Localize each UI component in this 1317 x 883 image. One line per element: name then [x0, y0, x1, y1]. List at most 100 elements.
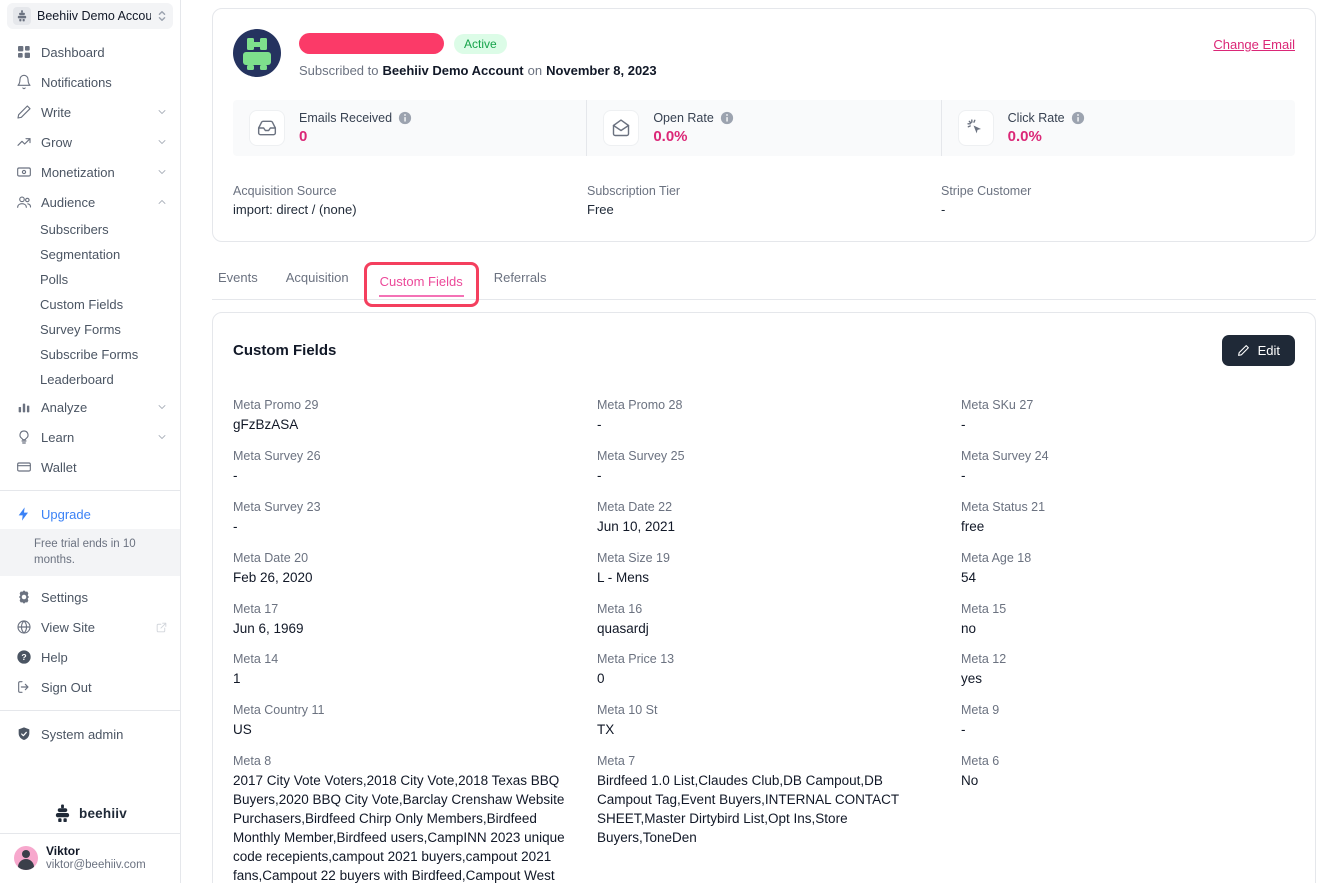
banknote-icon	[17, 167, 31, 177]
sidebar-item-learn[interactable]: Learn	[0, 422, 180, 452]
pencil-icon	[17, 105, 31, 119]
change-email-link[interactable]: Change Email	[1213, 37, 1295, 52]
subscriber-avatar	[233, 29, 281, 77]
divider	[0, 710, 180, 712]
sidebar-item-upgrade[interactable]: Upgrade	[0, 499, 180, 529]
stats-band: Emails Received 0	[233, 100, 1295, 156]
sidebar-item-view-site[interactable]: View Site	[0, 612, 180, 642]
account-switcher[interactable]: Beehiiv Demo Account	[7, 3, 173, 29]
custom-fields-grid: Meta Promo 29 gFzBzASA Meta Promo 28- Met…	[233, 398, 1295, 883]
sidebar-item-label: Monetization	[41, 164, 115, 180]
field-meta-9: Meta 9-	[961, 703, 1000, 738]
main-content: Active Subscribed to Beehiiv Demo Accoun…	[181, 0, 1317, 883]
annotation-highlight-box: Custom Fields	[363, 262, 479, 307]
sidebar-item-analyze[interactable]: Analyze	[0, 392, 180, 422]
chevron-up-icon	[156, 196, 168, 208]
sidebar-item-audience[interactable]: Audience	[0, 187, 180, 217]
status-badge: Active	[454, 33, 507, 54]
sidebar-item-segmentation[interactable]: Segmentation	[40, 247, 121, 262]
user-name: Viktor	[46, 844, 80, 858]
svg-text:?: ?	[21, 652, 26, 662]
sidebar-item-settings[interactable]: Settings	[0, 582, 180, 612]
sidebar-item-label: Audience	[41, 194, 96, 210]
beehive-icon	[13, 7, 31, 25]
field-meta-17: Meta 17 Jun 6, 1969	[233, 601, 304, 636]
field-meta-survey-24: Meta Survey 24-	[961, 448, 1049, 483]
globe-icon	[17, 620, 31, 634]
stat-label: Click Rate	[1007, 111, 1065, 125]
tab-acquisition[interactable]: Acquisition	[285, 270, 349, 285]
info-icon[interactable]	[720, 111, 734, 125]
field-meta-age-18: Meta Age 18 54	[961, 550, 1032, 585]
field-meta-promo-29: Meta Promo 29 gFzBzASA	[233, 398, 319, 432]
sidebar-item-grow[interactable]: Grow	[0, 127, 180, 157]
detail-subscription-tier: Subscription Tier Free	[587, 184, 941, 217]
tab-custom-fields[interactable]: Custom Fields	[379, 274, 463, 289]
lightning-icon	[18, 507, 28, 521]
sidebar-item-monetization[interactable]: Monetization	[0, 157, 180, 187]
field-meta-10-st: Meta 10 St TX	[597, 703, 658, 738]
sidebar-item-survey-forms[interactable]: Survey Forms	[40, 322, 121, 337]
subscribed-prefix: Subscribed to	[299, 63, 379, 78]
divider	[0, 490, 180, 491]
field-meta-12: Meta 12 yes	[961, 652, 1007, 687]
detail-stripe-customer: Stripe Customer -	[941, 184, 1295, 217]
sidebar-item-label: Notifications	[41, 74, 112, 90]
redacted-email	[299, 33, 444, 54]
tab-referrals[interactable]: Referrals	[493, 270, 547, 285]
sidebar-item-custom-fields[interactable]: Custom Fields	[40, 297, 124, 312]
field-meta-6: Meta 6 No	[961, 754, 1000, 789]
beehive-icon	[55, 804, 70, 823]
user-menu[interactable]: Viktor viktor@beehiiv.com	[0, 833, 180, 883]
sign-out-icon	[18, 681, 29, 693]
sidebar-item-system-admin[interactable]: System admin	[0, 719, 180, 749]
subscribed-date: November 8, 2023	[546, 63, 657, 78]
sidebar-item-label: View Site	[41, 619, 95, 635]
sidebar-item-help[interactable]: ? Help	[0, 642, 180, 672]
tab-events[interactable]: Events	[218, 270, 258, 285]
custom-fields-card: Custom Fields Edit Meta Promo 29 gFzBzASA…	[212, 312, 1316, 883]
chevron-down-icon	[156, 166, 168, 178]
chevron-down-icon	[156, 136, 168, 148]
sidebar-item-notifications[interactable]: Notifications	[0, 67, 180, 97]
account-switcher-label: Beehiiv Demo Account	[37, 9, 151, 23]
sidebar-item-label: Dashboard	[41, 44, 105, 60]
custom-fields-title: Custom Fields	[233, 342, 337, 359]
subscribed-connector: on	[527, 63, 543, 78]
edit-button[interactable]: Edit	[1221, 335, 1295, 366]
field-meta-7: Meta 7 Birdfeed 1.0 List,Claudes Club,DB …	[597, 754, 899, 845]
sidebar-item-subscribe-forms[interactable]: Subscribe Forms	[40, 347, 139, 362]
field-meta-survey-26: Meta Survey 26-	[233, 448, 321, 483]
mail-open-icon	[603, 110, 640, 146]
bell-icon	[17, 74, 31, 90]
cursor-click-icon	[957, 110, 994, 146]
subscribed-account: Beehiiv Demo Account	[382, 63, 524, 78]
field-meta-survey-25: Meta Survey 25-	[597, 448, 685, 483]
stat-value: 0.0%	[653, 128, 688, 145]
sidebar-item-sign-out[interactable]: Sign Out	[0, 672, 180, 702]
sidebar-item-leaderboard[interactable]: Leaderboard	[40, 372, 114, 387]
inbox-icon	[249, 110, 285, 146]
sidebar-item-dashboard[interactable]: Dashboard	[0, 37, 180, 67]
grid-icon	[18, 46, 30, 58]
external-link-icon	[155, 621, 168, 634]
stat-label: Open Rate	[653, 111, 714, 125]
field-meta-14: Meta 14 1	[233, 652, 279, 687]
info-icon[interactable]	[398, 111, 412, 125]
sidebar-item-label: System admin	[41, 726, 124, 742]
gear-icon	[19, 590, 29, 604]
detail-label: Subscription Tier	[587, 184, 681, 198]
chevron-down-icon	[156, 401, 168, 413]
shield-icon	[18, 727, 30, 741]
sidebar-item-write[interactable]: Write	[0, 97, 180, 127]
detail-label: Stripe Customer	[941, 184, 1032, 198]
user-email: viktor@beehiiv.com	[46, 859, 146, 871]
sidebar-item-subscribers[interactable]: Subscribers	[40, 222, 109, 237]
field-meta-price-13: Meta Price 13 0	[597, 652, 675, 687]
subscriber-profile-card: Active Subscribed to Beehiiv Demo Accoun…	[212, 8, 1316, 242]
info-icon[interactable]	[1071, 111, 1085, 125]
sidebar-item-wallet[interactable]: Wallet	[0, 452, 180, 482]
sidebar-item-polls[interactable]: Polls	[40, 272, 69, 287]
selector-icon	[157, 10, 167, 22]
